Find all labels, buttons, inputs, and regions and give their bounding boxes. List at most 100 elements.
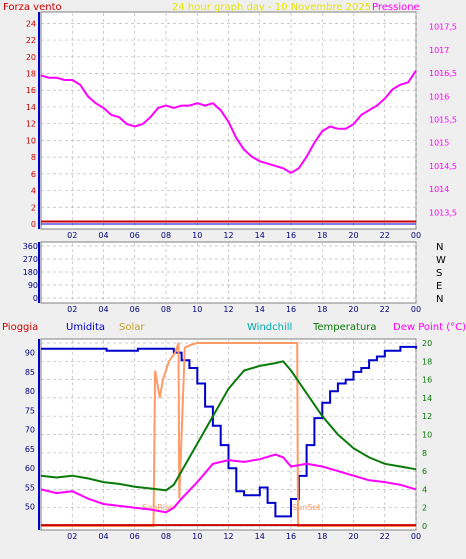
dewpoint-series-line xyxy=(40,453,417,514)
x-tick-label: 20 xyxy=(348,532,358,541)
x-tick-label: 16 xyxy=(286,305,296,314)
temperature-tick-label: 8 xyxy=(422,449,427,458)
x-tick-label: 12 xyxy=(223,532,233,541)
temperature-tick-label: 4 xyxy=(422,485,427,494)
temperature-tick-label: 12 xyxy=(422,412,432,421)
x-tick-label: 02 xyxy=(67,305,77,314)
temperature-tick-label: 6 xyxy=(422,467,427,476)
x-tick-label: 04 xyxy=(98,532,108,541)
x-tick-label: 06 xyxy=(130,305,140,314)
x-tick-label: 08 xyxy=(161,305,171,314)
sunrise-label: SunRise xyxy=(142,503,174,512)
x-tick-label: 16 xyxy=(286,231,296,240)
x-tick-label: 02 xyxy=(67,231,77,240)
compass-label: E xyxy=(436,281,442,292)
direction-tick-label: 0 xyxy=(33,294,38,303)
x-tick-label: 18 xyxy=(317,231,327,240)
humidity-tick-label: 50 xyxy=(25,503,35,512)
temperature-series-line xyxy=(40,360,417,492)
direction-tick-label: 270 xyxy=(23,255,38,264)
wind-axis-label: Forza vento xyxy=(3,2,62,13)
x-tick-label: 22 xyxy=(380,305,390,314)
wind-tick-label: 10 xyxy=(26,136,36,145)
x-tick-label: 20 xyxy=(348,305,358,314)
legend-rain: Pioggia xyxy=(2,322,38,333)
pressure-tick-label: 1015,5 xyxy=(429,116,457,125)
x-tick-label: 14 xyxy=(255,231,265,240)
humidity-tick-label: 90 xyxy=(25,349,35,358)
legend-solar: Solar xyxy=(119,322,145,333)
x-tick-label: 08 xyxy=(161,532,171,541)
pressure-tick-label: 1016,5 xyxy=(429,69,457,78)
temperature-tick-label: 2 xyxy=(422,504,427,513)
pressure-tick-label: 1017,5 xyxy=(429,23,457,32)
wind-tick-label: 22 xyxy=(26,36,36,45)
direction-tick-label: 360 xyxy=(23,242,38,251)
x-tick-label: 18 xyxy=(317,305,327,314)
pressure-tick-label: 1017 xyxy=(429,46,449,55)
temperature-tick-label: 18 xyxy=(422,357,432,366)
pressure-tick-label: 1014 xyxy=(429,185,449,194)
x-tick-label: 14 xyxy=(255,305,265,314)
wind-direction-grid xyxy=(41,243,417,302)
x-tick-label: 00 xyxy=(411,231,421,240)
compass-label: N xyxy=(436,242,443,253)
x-tick-label: 06 xyxy=(130,231,140,240)
x-tick-label: 20 xyxy=(348,231,358,240)
data-series xyxy=(40,70,417,527)
x-tick-label: 12 xyxy=(223,231,233,240)
temperature-tick-label: 20 xyxy=(422,339,432,348)
legend-dewpoint: Dew Point (°C) xyxy=(393,322,466,333)
wind-tick-label: 2 xyxy=(31,203,36,212)
legend-windchill: Windchill xyxy=(247,322,292,333)
wind-tick-label: 20 xyxy=(26,53,36,62)
x-tick-label: 08 xyxy=(161,231,171,240)
compass-label: S xyxy=(436,268,442,279)
pressure-series-line xyxy=(40,70,417,175)
temperature-tick-label: 16 xyxy=(422,376,432,385)
x-tick-label: 16 xyxy=(286,532,296,541)
temperature-tick-label: 10 xyxy=(422,431,432,440)
x-tick-label: 22 xyxy=(380,532,390,541)
x-tick-label: 18 xyxy=(317,532,327,541)
direction-tick-label: 90 xyxy=(28,281,38,290)
x-tick-label: 04 xyxy=(98,231,108,240)
x-tick-label: 00 xyxy=(411,532,421,541)
legend-temperature: Temperatura xyxy=(312,322,377,333)
direction-tick-label: 180 xyxy=(23,268,38,277)
wind-tick-label: 12 xyxy=(26,120,36,129)
compass-label: W xyxy=(436,255,446,266)
x-tick-label: 14 xyxy=(255,532,265,541)
wind-tick-label: 6 xyxy=(31,170,36,179)
x-tick-label: 02 xyxy=(67,532,77,541)
x-tick-label: 12 xyxy=(223,305,233,314)
wind-tick-label: 18 xyxy=(26,70,36,79)
humidity-tick-label: 80 xyxy=(25,387,35,396)
x-tick-label: 06 xyxy=(130,532,140,541)
humidity-tick-label: 60 xyxy=(25,464,35,473)
humidity-tick-label: 85 xyxy=(25,368,35,377)
wind-tick-label: 8 xyxy=(31,153,36,162)
wind-tick-label: 24 xyxy=(26,19,36,28)
chart-title: 24 hour graph day - 10 Novembre 2025 xyxy=(172,2,371,13)
x-tick-label: 10 xyxy=(192,532,202,541)
pressure-tick-label: 1015 xyxy=(429,139,449,148)
humidity-tick-label: 70 xyxy=(25,426,35,435)
sunset-label: SunSet xyxy=(292,503,320,512)
pressure-tick-label: 1013,5 xyxy=(429,208,457,217)
solar-series-line xyxy=(41,342,416,527)
x-tick-label: 10 xyxy=(192,231,202,240)
temperature-tick-label: 0 xyxy=(422,522,427,531)
humidity-tick-label: 65 xyxy=(25,445,35,454)
x-tick-label: 10 xyxy=(192,305,202,314)
temperature-tick-label: 14 xyxy=(422,394,432,403)
wind-tick-label: 14 xyxy=(26,103,36,112)
pressure-tick-label: 1014,5 xyxy=(429,162,457,171)
x-tick-label: 22 xyxy=(380,231,390,240)
x-tick-label: 04 xyxy=(98,305,108,314)
humidity-tick-label: 55 xyxy=(25,483,35,492)
wind-tick-label: 16 xyxy=(26,86,36,95)
wind-tick-label: 4 xyxy=(31,187,36,196)
